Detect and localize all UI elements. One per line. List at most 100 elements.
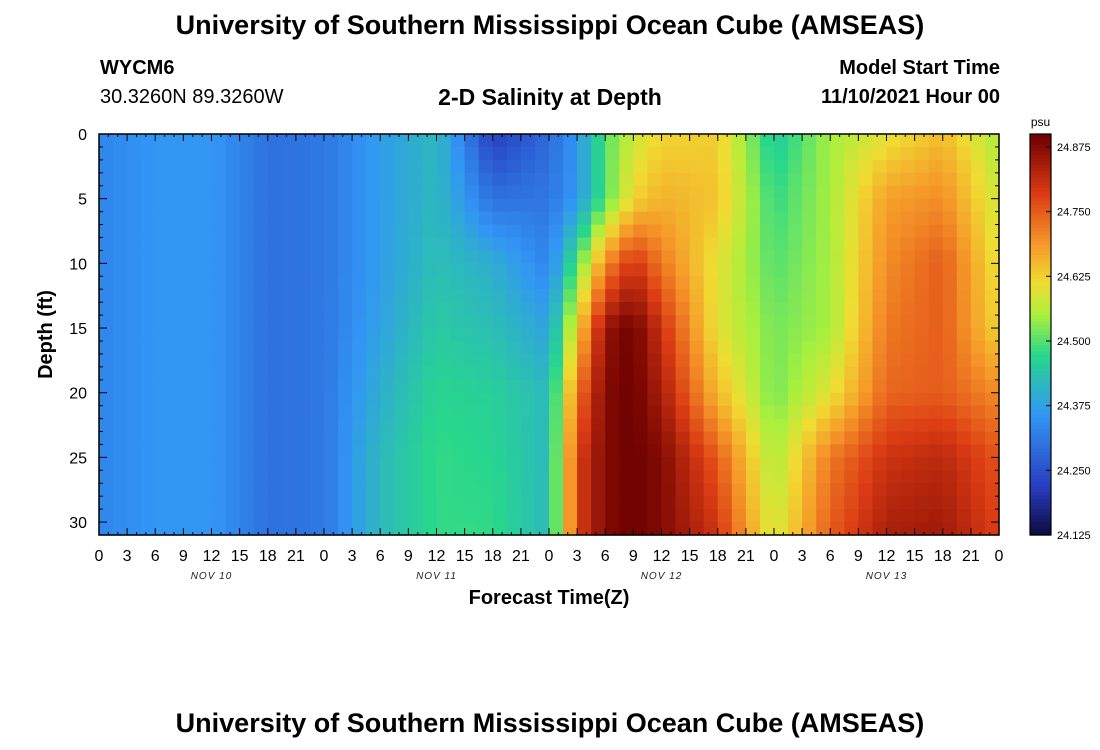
heatmap-cell — [661, 159, 677, 174]
heatmap-cell — [211, 315, 227, 329]
heatmap-cell — [324, 470, 339, 484]
heatmap-cell — [984, 237, 1000, 252]
heatmap-cell — [816, 431, 831, 446]
heatmap-cell — [309, 134, 325, 148]
colorbar-swatch — [1030, 301, 1051, 306]
heatmap-cell — [647, 159, 663, 174]
heatmap-cell — [534, 224, 550, 239]
colorbar-swatch — [1030, 227, 1051, 232]
heatmap-cell — [577, 302, 592, 316]
heatmap-cell — [788, 134, 803, 148]
heatmap-cell — [450, 340, 466, 355]
heatmap-cell — [956, 172, 972, 187]
heatmap-cell — [408, 457, 424, 471]
heatmap-cell — [366, 470, 381, 484]
heatmap-cell — [309, 405, 325, 420]
heatmap-cell — [900, 444, 916, 458]
heatmap-cell — [450, 379, 466, 394]
heatmap-cell — [436, 353, 452, 368]
heatmap-cell — [661, 496, 677, 510]
heatmap-cell — [450, 263, 466, 277]
heatmap-cell — [408, 418, 424, 433]
x-tick-label: 3 — [798, 548, 807, 565]
heatmap-cell — [549, 159, 564, 174]
heatmap-cell — [183, 496, 199, 510]
heatmap-cell — [141, 250, 156, 264]
heatmap-cell — [183, 315, 199, 329]
heatmap-cell — [956, 276, 972, 290]
heatmap-cell — [661, 289, 677, 303]
heatmap-cell — [844, 211, 859, 226]
heatmap-cell — [155, 509, 170, 523]
heatmap-cell — [380, 483, 395, 497]
heatmap-cell — [914, 470, 930, 484]
heatmap-cell — [605, 185, 620, 200]
heatmap-cell — [591, 250, 606, 264]
y-tick-label: 25 — [69, 450, 87, 467]
heatmap-cell — [464, 289, 480, 303]
heatmap-cell — [844, 185, 859, 200]
heatmap-cell — [267, 353, 283, 368]
colorbar-swatch — [1030, 444, 1051, 449]
heatmap-cell — [506, 496, 522, 510]
heatmap-cell — [717, 237, 733, 252]
heatmap-cell — [422, 431, 438, 446]
heatmap-cell — [127, 289, 142, 303]
heatmap-cell — [984, 211, 1000, 226]
heatmap-cell — [984, 470, 1000, 484]
heatmap-cell — [352, 211, 367, 226]
heatmap-cell — [661, 211, 677, 226]
heatmap-cell — [380, 146, 395, 161]
heatmap-cell — [675, 211, 691, 226]
heatmap-cell — [352, 379, 367, 394]
heatmap-cell — [324, 418, 339, 433]
heatmap-cell — [352, 522, 367, 536]
heatmap-cell — [225, 146, 241, 161]
heatmap-cell — [520, 159, 536, 174]
heatmap-cell — [577, 328, 592, 342]
heatmap-cell — [253, 340, 269, 355]
x-tick-label: 3 — [348, 548, 357, 565]
heatmap-cell — [338, 366, 353, 381]
heatmap-cell — [970, 198, 986, 213]
heatmap-cell — [661, 146, 677, 161]
heatmap-cell — [802, 185, 817, 200]
heatmap-cell — [281, 250, 297, 264]
x-tick-label: 21 — [737, 548, 755, 565]
heatmap-cell — [394, 172, 409, 187]
heatmap-cell — [267, 134, 283, 148]
heatmap-cell — [774, 276, 789, 290]
heatmap-cell — [492, 211, 508, 226]
heatmap-cell — [619, 237, 634, 252]
heatmap-cell — [253, 366, 269, 381]
heatmap-cell — [914, 159, 930, 174]
heatmap-cell — [731, 224, 747, 239]
heatmap-cell — [591, 185, 606, 200]
heatmap-cell — [253, 483, 269, 497]
heatmap-cell — [788, 470, 803, 484]
heatmap-cell — [99, 146, 114, 161]
heatmap-cell — [253, 237, 269, 252]
heatmap-cell — [689, 146, 705, 161]
heatmap-cell — [788, 444, 803, 458]
heatmap-cell — [844, 496, 859, 510]
heatmap-cell — [591, 418, 606, 433]
heatmap-cell — [970, 444, 986, 458]
heatmap-cell — [661, 379, 677, 394]
heatmap-cell — [759, 444, 775, 458]
heatmap-cell — [464, 146, 480, 161]
heatmap-cell — [717, 146, 733, 161]
heatmap-cell — [408, 366, 424, 381]
heatmap-cell — [450, 405, 466, 420]
heatmap-cell — [745, 444, 761, 458]
heatmap-cell — [717, 211, 733, 226]
heatmap-cell — [534, 366, 550, 381]
heatmap-cell — [872, 250, 888, 264]
heatmap-cell — [253, 159, 269, 174]
heatmap-cell — [914, 353, 930, 368]
heatmap-cell — [436, 392, 452, 407]
heatmap-cell — [366, 496, 381, 510]
heatmap-cell — [239, 405, 255, 420]
heatmap-cell — [872, 366, 888, 381]
heatmap-cell — [984, 522, 1000, 536]
